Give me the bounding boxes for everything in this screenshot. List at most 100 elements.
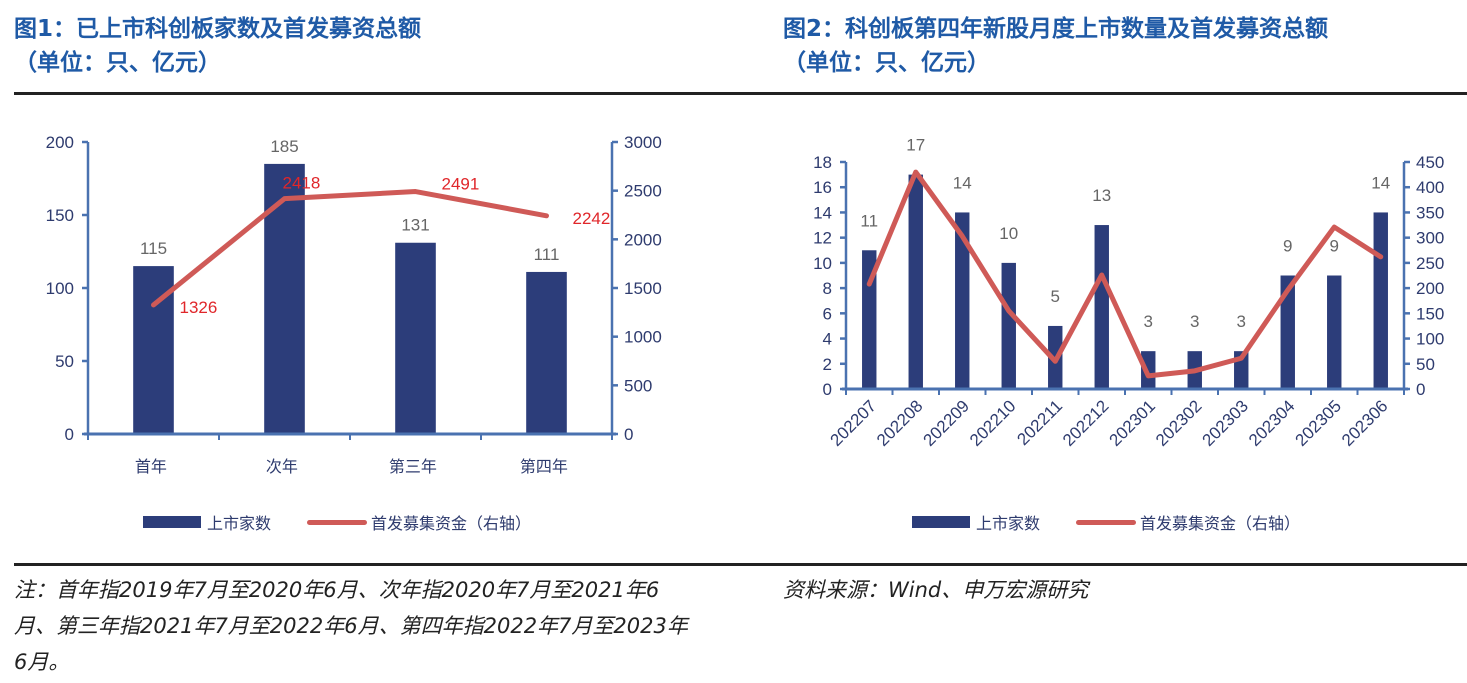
bar-value-label: 9: [1330, 237, 1339, 256]
bar-value-label: 115: [140, 239, 167, 258]
right-axis-tick-label: 1000: [624, 328, 662, 347]
left-axis-tick-label: 10: [813, 254, 832, 273]
bar-value-label: 14: [1371, 173, 1390, 192]
x-axis-category-label: 202306: [1338, 396, 1392, 450]
chart1: 0501001502000500100015002000250030001151…: [46, 133, 662, 476]
bar-202212: [1094, 225, 1109, 389]
legend-line-label: 首发募集资金（右轴）: [371, 514, 532, 533]
x-axis-category-label: 202207: [827, 396, 881, 450]
right-axis-tick-label: 1500: [624, 279, 662, 298]
x-axis-category-label: 首年: [135, 457, 167, 476]
bar-value-label: 9: [1283, 237, 1292, 256]
left-axis-tick-label: 12: [813, 229, 832, 248]
funding-line: [151, 189, 549, 308]
x-axis-category-label: 202209: [920, 396, 974, 450]
footer-divider: [14, 563, 1467, 566]
line-value-label: 2491: [442, 175, 480, 194]
bar-value-label: 10: [999, 224, 1018, 243]
x-axis-category-label: 202305: [1292, 396, 1346, 450]
bar-value-label: 17: [906, 136, 925, 155]
chart2: 0 2 4 6 8 10 12 14 16 18 0 50 100 150 200 250 300 350 400 4…: [813, 136, 1444, 450]
figure2-title: 图2：科创板第四年新股月度上市数量及首发募资总额 （单位：只、亿元）: [783, 12, 1463, 80]
x-axis-category-label: 202303: [1199, 396, 1253, 450]
bar-value-label: 5: [1051, 287, 1060, 306]
legend-bar-label: 上市家数: [207, 514, 272, 533]
x-axis-category-label: 第三年: [389, 457, 437, 476]
left-axis-tick-label: 150: [46, 206, 74, 225]
left-axis-tick-label: 50: [55, 352, 74, 371]
right-axis-tick-label: 250: [1416, 254, 1444, 273]
bar-value-label: 185: [270, 137, 298, 156]
right-axis-tick-label: 300: [1416, 229, 1444, 248]
right-axis-tick-label: 2000: [624, 230, 662, 249]
right-axis-tick-label: 500: [624, 376, 652, 395]
bar-次年: [264, 163, 305, 434]
left-axis-tick-label: 2: [823, 355, 832, 374]
funding-line: [866, 169, 1384, 379]
right-axis-tick-label: 2500: [624, 182, 662, 201]
chart1-legend: 上市家数 首发募集资金（右轴）: [143, 510, 531, 534]
x-axis-category-label: 202210: [966, 396, 1020, 450]
right-axis-tick-label: 400: [1416, 178, 1444, 197]
bar-202209: [955, 212, 970, 389]
x-axis-category-label: 202208: [873, 396, 927, 450]
figure1-title: 图1：已上市科创板家数及首发募资总额 （单位：只、亿元）: [14, 12, 714, 80]
left-axis-tick-label: 8: [823, 279, 832, 298]
bar-value-label: 3: [1144, 312, 1153, 331]
bar-value-label: 13: [1092, 186, 1111, 205]
x-axis-category-label: 202301: [1106, 396, 1160, 450]
bar-value-label: 3: [1190, 312, 1199, 331]
legend-bar-swatch: [912, 516, 970, 528]
source-note: 资料来源：Wind、申万宏源研究: [783, 578, 1089, 602]
right-axis-tick-label: 0: [1416, 380, 1425, 399]
x-axis-category-label: 202302: [1152, 396, 1206, 450]
bar-202306: [1373, 212, 1388, 389]
left-axis-tick-label: 200: [46, 133, 74, 152]
left-axis-tick-label: 18: [813, 153, 832, 172]
bar-202305: [1327, 275, 1342, 389]
left-axis-tick-label: 100: [46, 279, 74, 298]
right-axis-tick-label: 450: [1416, 153, 1444, 172]
line-value-label: 1326: [180, 298, 218, 317]
x-axis-category-label: 次年: [266, 457, 298, 476]
bar-value-label: 14: [953, 173, 972, 192]
right-axis-tick-label: 3000: [624, 133, 662, 152]
bar-202207: [862, 250, 877, 389]
left-axis-tick-label: 16: [813, 178, 832, 197]
left-axis-tick-label: 0: [823, 380, 832, 399]
bar-value-label: 131: [401, 216, 429, 235]
x-axis-category-label: 202212: [1059, 396, 1113, 450]
footnote: 注：首年指2019年7月至2020年6月、次年指2020年7月至2021年6月、…: [14, 578, 688, 674]
legend-bar-label: 上市家数: [976, 514, 1041, 533]
legend-line-swatch: [307, 519, 368, 525]
left-axis-tick-label: 0: [65, 425, 74, 444]
bar-第三年: [395, 242, 436, 434]
legend-bar-swatch: [143, 516, 201, 528]
header-divider: [14, 92, 1467, 95]
line-value-label: 2242: [573, 209, 611, 228]
bar-202208: [908, 174, 923, 389]
figure2-title-line2: （单位：只、亿元）: [783, 50, 990, 76]
chart2-legend: 上市家数 首发募集资金（右轴）: [912, 510, 1300, 534]
x-axis-category-label: 202211: [1013, 396, 1066, 449]
left-axis-tick-label: 14: [813, 203, 832, 222]
legend-line-label: 首发募集资金（右轴）: [1140, 514, 1301, 533]
bar-202304: [1280, 275, 1295, 389]
bar-value-label: 111: [534, 245, 560, 264]
right-axis-tick-label: 50: [1416, 355, 1435, 374]
x-axis-category-label: 第四年: [520, 457, 568, 476]
bar-第四年: [526, 271, 567, 434]
right-axis-tick-label: 350: [1416, 203, 1444, 222]
left-axis-tick-label: 6: [823, 304, 832, 323]
figure1-title-line1: 图1：已上市科创板家数及首发募资总额: [14, 16, 422, 42]
legend-line-swatch: [1076, 519, 1137, 525]
figure1-title-line2: （单位：只、亿元）: [14, 50, 221, 76]
bar-value-label: 11: [860, 211, 878, 230]
left-axis-tick-label: 4: [823, 330, 832, 349]
x-axis-category-label: 202304: [1245, 396, 1299, 450]
right-axis-tick-label: 150: [1416, 304, 1444, 323]
figure2-title-line1: 图2：科创板第四年新股月度上市数量及首发募资总额: [783, 16, 1329, 42]
right-axis-tick-label: 0: [624, 425, 633, 444]
bar-202210: [1001, 262, 1016, 389]
right-axis-tick-label: 200: [1416, 279, 1444, 298]
